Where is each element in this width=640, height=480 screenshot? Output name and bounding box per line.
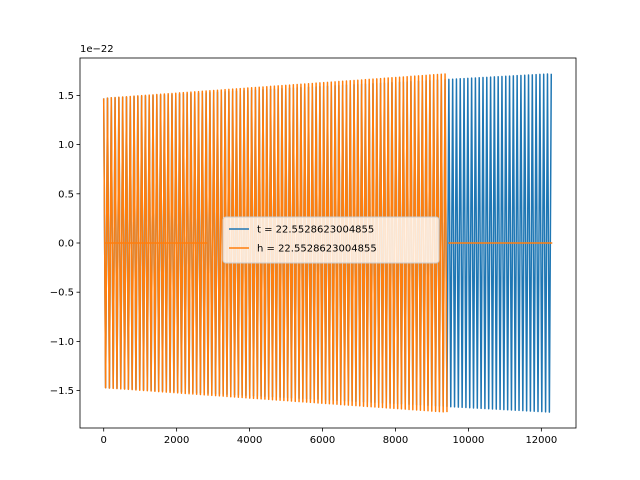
legend-label-2: h = 22.5528623004855 bbox=[257, 244, 377, 255]
y-tick-label: −1.5 bbox=[50, 386, 74, 397]
legend-label-1: t = 22.5528623004855 bbox=[257, 225, 374, 236]
y-tick-label: 0.5 bbox=[58, 189, 74, 200]
x-tick-label: 8000 bbox=[383, 435, 408, 446]
legend: t = 22.5528623004855 h = 22.5528623004855 bbox=[222, 216, 440, 264]
y-tick-label: 1.5 bbox=[58, 91, 74, 102]
x-tick-label: 12000 bbox=[525, 435, 557, 446]
x-tick-label: 0 bbox=[101, 435, 107, 446]
y-tick-label: 0.0 bbox=[58, 239, 74, 250]
x-tick-label: 2000 bbox=[164, 435, 189, 446]
y-tick-label: −1.0 bbox=[50, 337, 74, 348]
x-tick-label: 4000 bbox=[237, 435, 262, 446]
x-axis: 0 2000 4000 6000 8000 10000 12000 bbox=[101, 428, 557, 446]
y-tick-label: 1.0 bbox=[58, 140, 74, 151]
y-offset-label: 1e−22 bbox=[80, 44, 114, 55]
x-tick-label: 10000 bbox=[453, 435, 485, 446]
y-tick-label: −0.5 bbox=[50, 288, 74, 299]
legend-box bbox=[222, 216, 440, 264]
x-tick-label: 6000 bbox=[310, 435, 335, 446]
y-axis: −1.5 −1.0 −0.5 0.0 0.5 1.0 1.5 bbox=[50, 91, 80, 397]
